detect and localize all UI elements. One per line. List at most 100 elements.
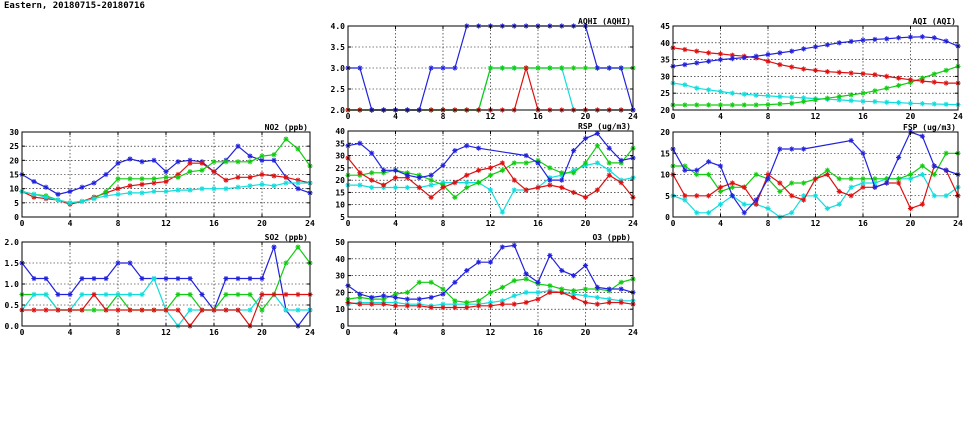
data-point-green	[741, 102, 747, 108]
data-point-green	[618, 279, 624, 285]
data-point-cyan	[452, 301, 458, 307]
data-point-green	[729, 184, 735, 190]
data-point-green	[753, 102, 759, 108]
chart-aqhi: 0 4 8 12 16 20 24 2.0 2.5 3.0 3.5 4.0 AQHI (AQHI)	[331, 17, 638, 121]
data-point-green	[717, 102, 724, 108]
data-point-cyan	[211, 186, 217, 192]
data-point-green	[91, 307, 97, 313]
page-title: Eastern, 20180715-20180716	[4, 1, 145, 11]
data-point-blue	[163, 169, 169, 175]
data-point-cyan	[247, 183, 253, 189]
data-point-red	[487, 165, 494, 171]
data-point-blue	[765, 176, 771, 182]
data-point-blue	[582, 262, 589, 269]
data-point-cyan	[582, 293, 589, 299]
data-point-red	[223, 177, 229, 183]
x-tick-label: 0	[346, 112, 351, 121]
data-point-red	[547, 289, 553, 295]
data-point-green	[369, 170, 375, 176]
data-point-red	[392, 175, 399, 181]
data-point-red	[765, 58, 771, 64]
data-point-blue	[741, 210, 747, 216]
data-point-red	[729, 180, 735, 186]
x-tick-label: 20	[906, 219, 916, 228]
data-point-red	[452, 180, 458, 186]
data-point-cyan	[801, 193, 807, 199]
data-point-red	[694, 48, 700, 54]
data-point-blue	[464, 267, 470, 274]
data-point-cyan	[860, 180, 866, 186]
data-point-cyan	[271, 183, 277, 189]
data-point-red	[907, 77, 914, 83]
data-point-green	[789, 100, 795, 106]
data-point-cyan	[682, 82, 688, 88]
data-point-green	[404, 289, 410, 295]
x-tick-label: 4	[393, 328, 398, 337]
data-point-cyan	[789, 210, 795, 216]
data-point-blue	[594, 284, 600, 290]
data-point-red	[789, 193, 795, 199]
data-point-green	[476, 298, 482, 304]
data-point-cyan	[594, 160, 600, 166]
data-point-red	[103, 307, 109, 313]
y-tick-label: 5	[14, 199, 19, 208]
series-line-blue	[347, 132, 634, 181]
y-tick-label: 30	[335, 272, 345, 281]
data-point-red	[139, 307, 145, 313]
data-point-blue	[694, 60, 700, 66]
data-point-green	[836, 176, 842, 182]
data-point-green	[931, 171, 937, 178]
data-point-red	[67, 307, 73, 313]
data-point-red	[127, 307, 133, 313]
x-tick-label: 0	[671, 219, 676, 228]
data-point-red	[259, 291, 265, 298]
x-tick-label: 24	[305, 328, 315, 337]
data-point-cyan	[55, 197, 61, 203]
data-point-green	[547, 165, 553, 171]
data-point-red	[777, 180, 783, 186]
data-point-cyan	[907, 176, 914, 182]
data-point-cyan	[127, 291, 133, 298]
data-point-blue	[547, 177, 553, 183]
data-point-green	[115, 176, 121, 182]
y-tick-label: 2.0	[331, 106, 346, 115]
data-point-cyan	[392, 299, 399, 306]
data-point-red	[115, 307, 121, 313]
data-point-blue	[606, 65, 612, 71]
data-point-green	[789, 180, 795, 186]
data-point-red	[357, 301, 363, 307]
data-point-green	[582, 160, 589, 166]
data-point-blue	[943, 38, 949, 44]
data-point-blue	[872, 36, 878, 43]
data-point-blue	[452, 148, 458, 154]
data-point-blue	[31, 275, 37, 282]
data-point-cyan	[594, 294, 600, 301]
data-point-blue	[753, 197, 759, 203]
data-point-red	[765, 171, 771, 178]
data-point-red	[199, 160, 205, 166]
x-tick-label: 16	[858, 219, 868, 228]
data-point-green	[523, 276, 529, 282]
x-tick-label: 16	[209, 328, 219, 337]
data-point-red	[223, 307, 229, 313]
data-point-blue	[452, 65, 458, 71]
data-point-red	[163, 307, 169, 313]
chart-title: FSP (ug/m3)	[903, 123, 956, 132]
y-tick-label: 20	[660, 106, 670, 115]
data-point-red	[571, 189, 577, 196]
x-tick-label: 20	[581, 219, 591, 228]
data-point-blue	[931, 35, 937, 41]
data-point-blue	[357, 65, 363, 71]
data-point-blue	[476, 145, 482, 151]
data-point-cyan	[606, 296, 612, 302]
data-point-cyan	[741, 91, 747, 97]
data-point-red	[594, 187, 600, 193]
data-point-red	[151, 180, 157, 186]
data-point-red	[499, 301, 505, 307]
data-point-green	[706, 171, 712, 178]
data-point-cyan	[151, 188, 157, 195]
data-point-red	[848, 70, 854, 76]
data-point-blue	[235, 275, 241, 282]
data-point-blue	[259, 275, 265, 282]
data-point-red	[115, 186, 121, 192]
